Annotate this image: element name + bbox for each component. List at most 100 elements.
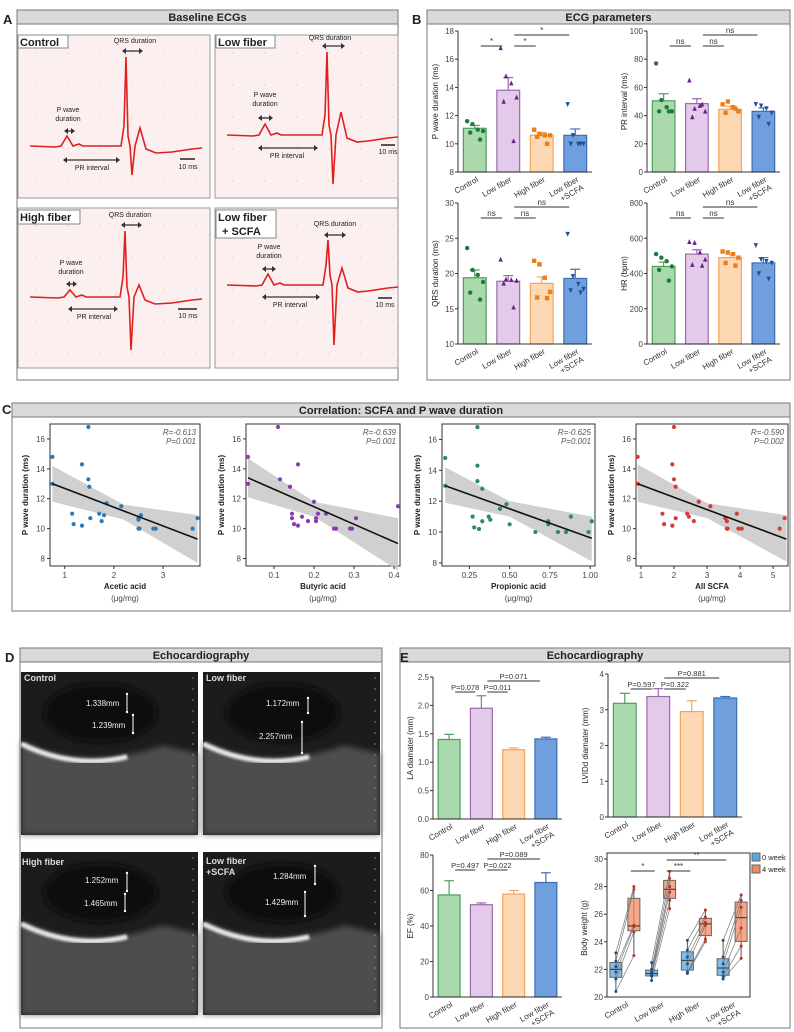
grid-dot [35, 321, 37, 323]
bright-wall [19, 921, 128, 944]
scatter-point [277, 477, 283, 482]
data-point [537, 131, 542, 137]
y-tick-label: 2.0 [418, 701, 430, 710]
data-point [475, 127, 480, 132]
ultrasound-group-label-2: +SCFA [206, 867, 236, 877]
correlation-r: R=-0.639 [363, 428, 397, 437]
grid-dot [35, 257, 37, 259]
week0-point [614, 977, 618, 981]
y-tick-label: 3 [600, 706, 605, 715]
caliper-end [300, 720, 304, 724]
week0-point [685, 970, 689, 974]
measurement-label: 1.465mm [84, 899, 118, 908]
y-tick-label: 8 [433, 559, 438, 568]
significance-label: ns [676, 37, 684, 46]
caliper-end [131, 731, 135, 735]
y-tick-label: 1.5 [418, 730, 430, 739]
scatter-point [70, 511, 75, 516]
qrs-duration-label: QRS duration [309, 35, 352, 42]
bar [496, 89, 521, 173]
scale-bar-label: 10 ms [178, 164, 198, 171]
grid-dot [67, 84, 69, 86]
grid-dot [232, 148, 234, 150]
y-tick-label: 2 [600, 742, 605, 751]
pr-interval-label: PR interval [270, 153, 305, 160]
grid-dot [99, 289, 101, 291]
scatter-point [475, 424, 480, 430]
caliper-end [303, 914, 307, 918]
data-point [756, 114, 762, 120]
data-point [480, 279, 486, 285]
grid-dot [35, 225, 37, 227]
data-point [576, 281, 581, 287]
panel-a-header [16, 9, 399, 25]
scatter-point [50, 454, 55, 459]
y-tick-label: 60 [634, 83, 643, 92]
significance-label: ns [538, 198, 546, 207]
y-tick-label: 600 [630, 234, 644, 243]
x-tick-label: 1 [639, 571, 644, 580]
paired-line [722, 900, 742, 958]
grid-dot [360, 353, 362, 355]
grid-dot [328, 321, 330, 323]
grid-dot [232, 257, 234, 259]
data-point [565, 102, 570, 108]
scatter-point [137, 526, 142, 531]
grid-dot [232, 353, 234, 355]
bar [469, 707, 493, 820]
scatter-point [315, 511, 321, 516]
data-point [511, 138, 516, 144]
data-point [666, 278, 672, 283]
grid-dot [67, 257, 69, 259]
week4-point [739, 926, 743, 930]
y-axis-label: QRS duration (ms) [431, 240, 440, 307]
y-tick-label: 2.5 [418, 673, 430, 682]
bar [718, 257, 743, 345]
grid-dot [360, 289, 362, 291]
grid-dot [232, 289, 234, 291]
grid-dot [232, 321, 234, 323]
data-point [758, 103, 764, 109]
y-tick-label: 80 [420, 851, 429, 860]
y-tick-label: 1 [600, 777, 605, 786]
grid-dot [392, 225, 394, 227]
grid-dot [360, 257, 362, 259]
grid-dot [67, 148, 69, 150]
grid-dot [131, 148, 133, 150]
y-tick-label: 14 [428, 466, 437, 475]
bar [718, 108, 743, 173]
grid-dot [195, 84, 197, 86]
ecg-panel-1: Low fiber QRS duration P wave duration PR in… [214, 34, 399, 199]
scatter-point [71, 522, 76, 527]
p-wave-arrow-heads [258, 115, 273, 121]
paired-line [615, 926, 635, 973]
data-point [656, 267, 662, 273]
grid-dot [131, 84, 133, 86]
y-tick-label: 80 [634, 55, 643, 64]
y-tick-label: 14 [445, 83, 454, 92]
scatter-point [486, 514, 491, 519]
scatter-point [475, 463, 480, 468]
ecg-panel-0: Control QRS duration P wave duration PR inte… [17, 34, 211, 199]
scatter-point [671, 477, 677, 482]
data-point [690, 261, 695, 267]
y-tick-label: 16 [428, 435, 437, 444]
x-axis-unit: (μg/mg) [111, 594, 139, 603]
scatter-point [299, 514, 305, 519]
data-point [581, 286, 586, 292]
p-wave-label-2: duration [55, 116, 80, 123]
data-point [723, 110, 728, 115]
x-tick-label: 0.2 [308, 571, 320, 580]
correlation-p: P=0.001 [166, 437, 196, 446]
data-point [498, 256, 503, 262]
grid-dot [360, 52, 362, 54]
ecg-background [214, 34, 399, 199]
week4-point [668, 885, 672, 889]
grid-dot [163, 289, 165, 291]
data-point [501, 98, 506, 104]
measurement-label: 1.252mm [85, 876, 119, 885]
scatter-point [673, 484, 678, 489]
paired-line [615, 925, 635, 967]
scatter-point [497, 506, 503, 511]
